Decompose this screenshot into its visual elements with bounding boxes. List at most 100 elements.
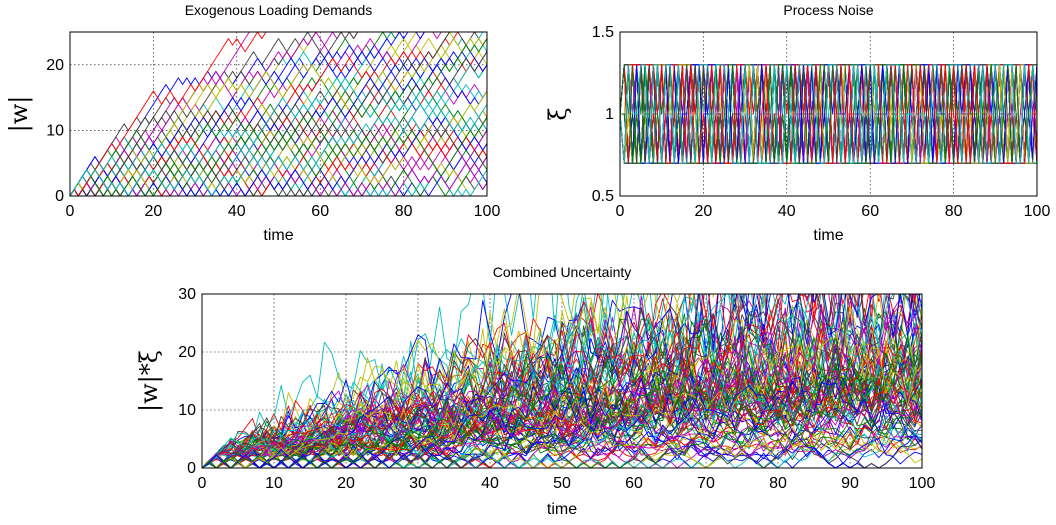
x-tick-label: 40 bbox=[778, 203, 796, 220]
series-line bbox=[70, 32, 325, 196]
series-lines bbox=[620, 64, 1037, 164]
series-line bbox=[70, 44, 487, 196]
x-tick-label: 70 bbox=[697, 475, 715, 492]
x-tick-label: 20 bbox=[695, 203, 713, 220]
x-tick-label: 90 bbox=[841, 475, 859, 492]
series-line bbox=[202, 332, 922, 468]
x-tick-label: 100 bbox=[474, 203, 501, 220]
x-tick-label: 50 bbox=[553, 475, 571, 492]
series-line bbox=[202, 316, 922, 468]
x-tick-label: 30 bbox=[409, 475, 427, 492]
series-line bbox=[70, 44, 487, 196]
series-line bbox=[202, 349, 922, 468]
x-axis-label: time bbox=[263, 227, 293, 244]
series-line bbox=[70, 57, 487, 196]
plot-title: Exogenous Loading Demands bbox=[185, 2, 373, 18]
y-tick-label: 30 bbox=[178, 286, 196, 303]
x-tick-label: 20 bbox=[337, 475, 355, 492]
x-tick-label: 20 bbox=[145, 203, 163, 220]
x-axis-label: time bbox=[547, 501, 577, 518]
tick-labels: 0 20 40 60 80 100 0.5 1 1.5 bbox=[592, 24, 1051, 220]
x-tick-label: 80 bbox=[945, 203, 963, 220]
y-tick-label: 20 bbox=[46, 57, 64, 74]
y-tick-label: 10 bbox=[46, 122, 64, 139]
x-tick-label: 80 bbox=[769, 475, 787, 492]
series-line bbox=[202, 354, 922, 468]
series-line bbox=[70, 70, 487, 196]
series-line bbox=[202, 294, 913, 468]
series-lines bbox=[70, 32, 487, 196]
series-line bbox=[70, 117, 487, 196]
series-line bbox=[202, 322, 922, 468]
series-lines bbox=[202, 294, 922, 468]
plot-process-noise: Process Noise 0 20 40 60 80 100 0.5 1 1.5 time ξ bbox=[544, 2, 1050, 244]
series-line bbox=[202, 381, 922, 468]
series-line bbox=[202, 294, 736, 468]
series-line bbox=[202, 377, 922, 468]
series-line bbox=[202, 294, 738, 468]
y-tick-label: 0 bbox=[55, 188, 64, 205]
y-tick-label: 0 bbox=[187, 460, 196, 477]
series-line bbox=[202, 364, 922, 468]
tick-labels: 0 20 40 60 80 100 0 10 20 bbox=[46, 57, 500, 220]
series-line bbox=[70, 32, 267, 196]
plot-frame bbox=[201, 293, 923, 469]
tick-labels: 0 10 20 30 40 50 60 70 80 90 100 0 10 20 30 bbox=[178, 286, 935, 492]
series-line bbox=[202, 294, 715, 468]
y-tick-label: 20 bbox=[178, 344, 196, 361]
series-line bbox=[70, 32, 250, 196]
series-line bbox=[70, 32, 442, 196]
series-line bbox=[70, 32, 487, 196]
series-line bbox=[70, 57, 487, 196]
series-line bbox=[202, 294, 922, 468]
series-line bbox=[202, 294, 766, 468]
series-line bbox=[70, 103, 487, 196]
series-line bbox=[70, 97, 487, 196]
x-tick-label: 100 bbox=[1024, 203, 1051, 220]
series-line bbox=[70, 32, 451, 196]
y-axis-label: |w|*ξ bbox=[135, 350, 164, 412]
plot-title: Process Noise bbox=[783, 2, 873, 18]
series-line bbox=[202, 430, 922, 468]
x-tick-label: 100 bbox=[909, 475, 936, 492]
x-tick-label: 0 bbox=[616, 203, 625, 220]
x-tick-label: 40 bbox=[481, 475, 499, 492]
grid-lines bbox=[70, 32, 487, 196]
series-line bbox=[202, 294, 922, 468]
x-tick-label: 60 bbox=[625, 475, 643, 492]
series-line bbox=[202, 365, 922, 468]
series-line bbox=[202, 294, 915, 468]
y-tick-label: 0.5 bbox=[592, 188, 614, 205]
plot-exogenous-loading: Exogenous Loading Demands 0 20 40 60 80 100 0 1… bbox=[5, 2, 500, 244]
plot-title: Combined Uncertainty bbox=[493, 264, 632, 280]
series-line bbox=[202, 364, 922, 468]
series-line bbox=[70, 123, 487, 196]
x-axis-label: time bbox=[813, 227, 843, 244]
series-line bbox=[202, 373, 922, 468]
x-tick-label: 60 bbox=[861, 203, 879, 220]
plot-frame bbox=[619, 31, 1038, 197]
series-line bbox=[202, 430, 922, 468]
series-line bbox=[202, 385, 922, 468]
series-line bbox=[202, 294, 922, 468]
y-axis-label: |w| bbox=[5, 96, 34, 133]
x-tick-label: 0 bbox=[66, 203, 75, 220]
x-tick-label: 0 bbox=[198, 475, 207, 492]
x-tick-label: 10 bbox=[265, 475, 283, 492]
series-line bbox=[70, 32, 487, 196]
plot-combined-uncertainty: Combined Uncertainty 0 10 20 30 40 50 60 70 80 90… bbox=[135, 264, 935, 518]
series-line bbox=[620, 64, 1037, 164]
series-line bbox=[70, 136, 487, 196]
series-line bbox=[70, 84, 487, 196]
x-tick-label: 60 bbox=[311, 203, 329, 220]
series-line bbox=[70, 123, 487, 196]
series-line bbox=[202, 377, 922, 468]
x-tick-label: 40 bbox=[228, 203, 246, 220]
x-tick-label: 80 bbox=[395, 203, 413, 220]
y-tick-label: 1.5 bbox=[592, 24, 614, 41]
y-tick-label: 1 bbox=[605, 106, 614, 123]
series-line bbox=[70, 84, 487, 196]
series-line bbox=[202, 294, 874, 468]
series-line bbox=[70, 57, 487, 196]
